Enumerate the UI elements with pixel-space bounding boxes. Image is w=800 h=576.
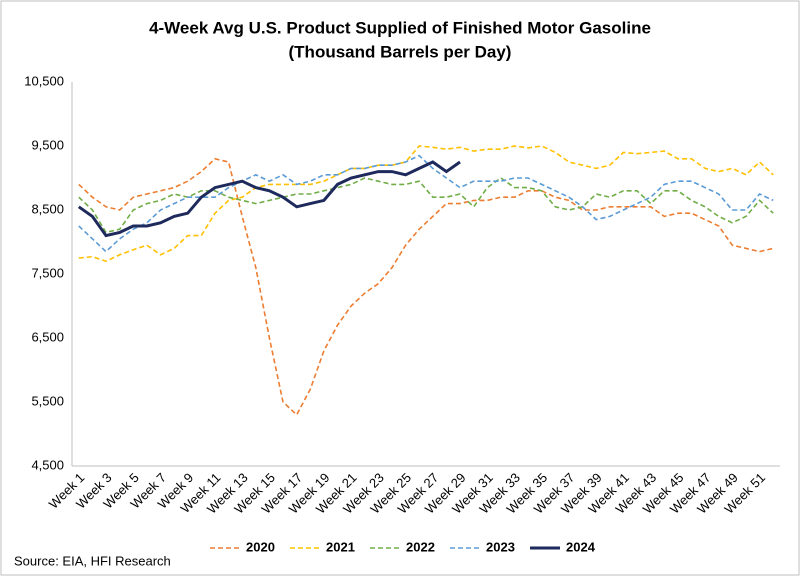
series-line [77, 160, 461, 238]
source-note: Source: EIA, HFI Research [14, 553, 171, 568]
y-tick-label: 9,500 [31, 137, 64, 152]
legend-label: 2021 [326, 539, 355, 554]
legend-label: 2022 [406, 539, 435, 554]
legend-label: 2024 [566, 539, 596, 554]
series-line [78, 157, 774, 417]
legend-label: 2020 [246, 539, 275, 554]
chart-title: 4-Week Avg U.S. Product Supplied of Fini… [149, 18, 651, 37]
y-tick-label: 5,500 [31, 393, 64, 408]
y-tick-label: 6,500 [31, 329, 64, 344]
y-tick-label: 7,500 [31, 265, 64, 280]
y-tick-label: 8,500 [31, 201, 64, 216]
series-line [78, 154, 774, 253]
legend-label: 2023 [486, 539, 515, 554]
y-tick-label: 10,500 [24, 73, 64, 88]
y-tick-label: 4,500 [31, 457, 64, 472]
series-line [78, 177, 774, 234]
chart-subtitle: (Thousand Barrels per Day) [289, 42, 512, 61]
series-line [78, 145, 774, 263]
